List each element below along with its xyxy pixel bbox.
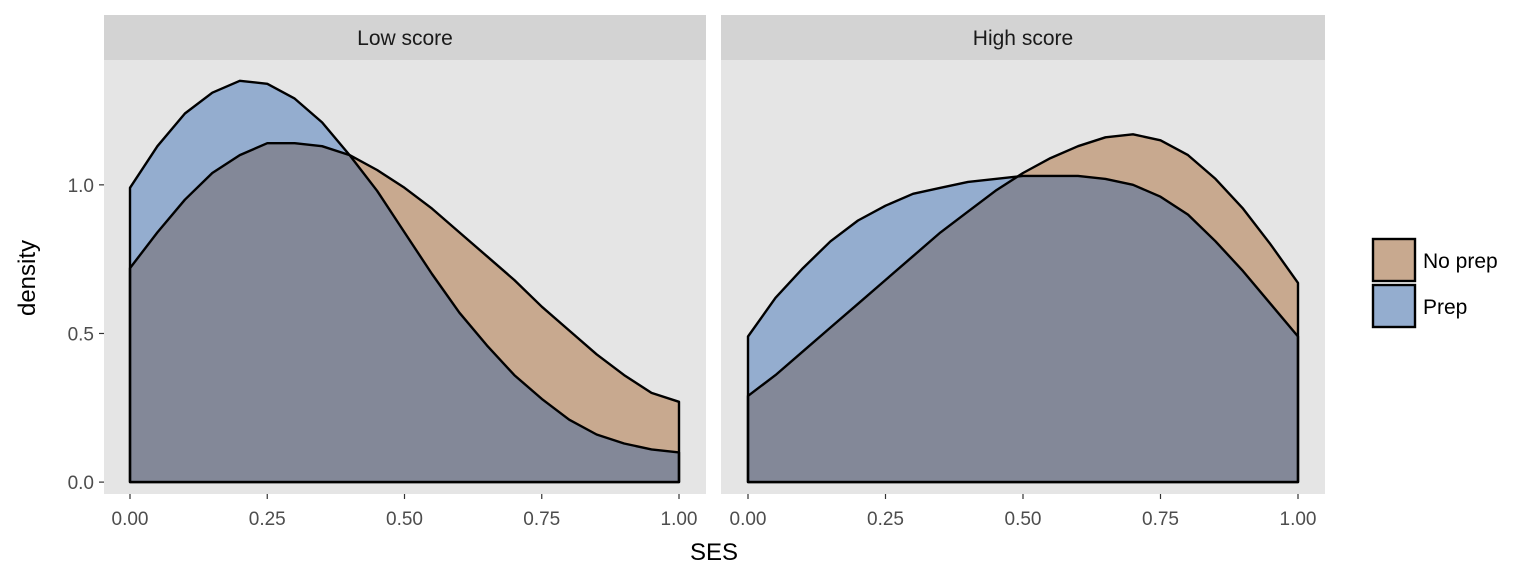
x-axis: 0.00 0.25 0.50 0.75 1.00 (112, 494, 698, 530)
density-outline-noprep (128, 142, 681, 484)
x-tick-label: 0.00 (730, 509, 767, 530)
legend: No prep Prep (1371, 237, 1498, 329)
legend-label-noprep: No prep (1423, 250, 1498, 273)
x-tick-label: 0.75 (1142, 509, 1179, 530)
x-tick-label: 0.50 (386, 509, 423, 530)
y-axis: 0.0 0.5 1.0 (68, 176, 104, 494)
legend-label-prep: Prep (1423, 296, 1467, 319)
density-outline-prep (128, 79, 681, 484)
facet-panel-high-score: High score 0.00 0.25 0.50 0.75 1.00 (721, 15, 1325, 530)
x-tick-label: 0.50 (1005, 509, 1042, 530)
strip-background (721, 15, 1325, 60)
x-tick-label: 1.00 (1280, 509, 1317, 530)
x-tick-label: 1.00 (661, 509, 698, 530)
x-tick-label: 0.25 (249, 509, 286, 530)
strip-label: High score (973, 27, 1073, 50)
y-axis-title: density (14, 240, 41, 316)
y-tick-label: 1.0 (68, 176, 94, 197)
x-tick-label: 0.25 (867, 509, 904, 530)
density-outline-prep (746, 174, 1300, 484)
y-tick-label: 0.0 (68, 473, 94, 494)
legend-key-prep (1371, 283, 1417, 329)
density-overlap (130, 143, 679, 483)
x-tick-label: 0.00 (112, 509, 149, 530)
y-tick-label: 0.5 (68, 324, 94, 345)
x-tick-label: 0.75 (523, 509, 560, 530)
density-outline-noprep (746, 133, 1300, 484)
strip-label: Low score (357, 27, 453, 50)
legend-key-noprep (1371, 237, 1417, 283)
x-axis-title: SES (690, 539, 738, 566)
series-layer (746, 133, 1300, 484)
x-axis: 0.00 0.25 0.50 0.75 1.00 (730, 494, 1317, 530)
series-layer (128, 79, 681, 484)
strip-background (104, 15, 706, 60)
facet-panel-low-score: Low score 0.00 0.25 0.50 0.75 1.00 (104, 15, 706, 530)
